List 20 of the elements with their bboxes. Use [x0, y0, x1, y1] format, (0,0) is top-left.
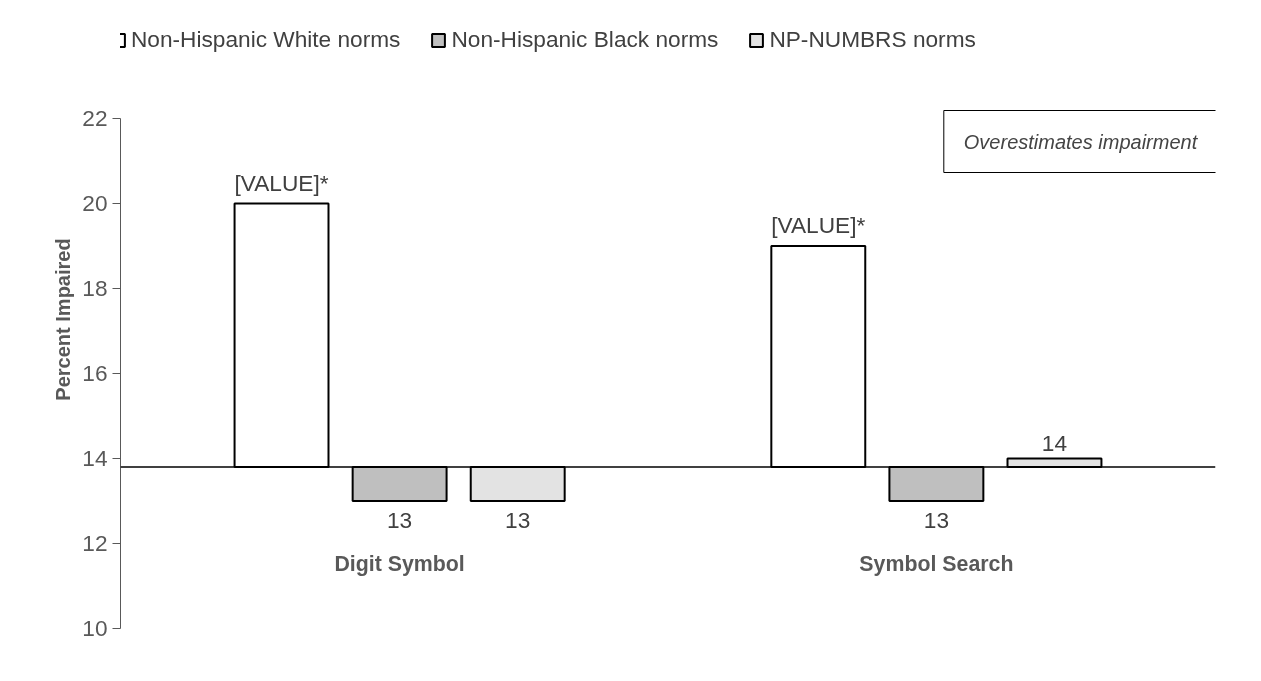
- y-axis-title: Percent Impaired: [52, 238, 75, 401]
- data-label: 13: [505, 507, 531, 534]
- y-tick-label: 20: [82, 190, 108, 217]
- y-tick-label: 10: [82, 615, 108, 641]
- legend-label: NP-NUMBRS norms: [769, 26, 976, 53]
- annotation: Overestimates impairment: [963, 130, 1199, 153]
- x-tick-label: Symbol Search: [859, 551, 1014, 576]
- x-tick-label: Digit Symbol: [334, 551, 465, 576]
- y-tick-label: 16: [82, 360, 108, 387]
- data-label: [VALUE]*: [234, 169, 329, 196]
- data-label: 14: [1041, 429, 1068, 456]
- y-tick-label: 18: [82, 275, 108, 302]
- legend-label: Non-Hispanic Black norms: [451, 26, 719, 53]
- y-tick-label: 12: [82, 530, 108, 557]
- y-tick-label: 14: [82, 445, 108, 472]
- y-tick-label: 22: [82, 105, 108, 132]
- data-label: 13: [387, 507, 413, 534]
- data-label: [VALUE]*: [771, 212, 866, 239]
- data-label: 13: [923, 507, 949, 534]
- legend-label: Non-Hispanic White norms: [131, 26, 401, 53]
